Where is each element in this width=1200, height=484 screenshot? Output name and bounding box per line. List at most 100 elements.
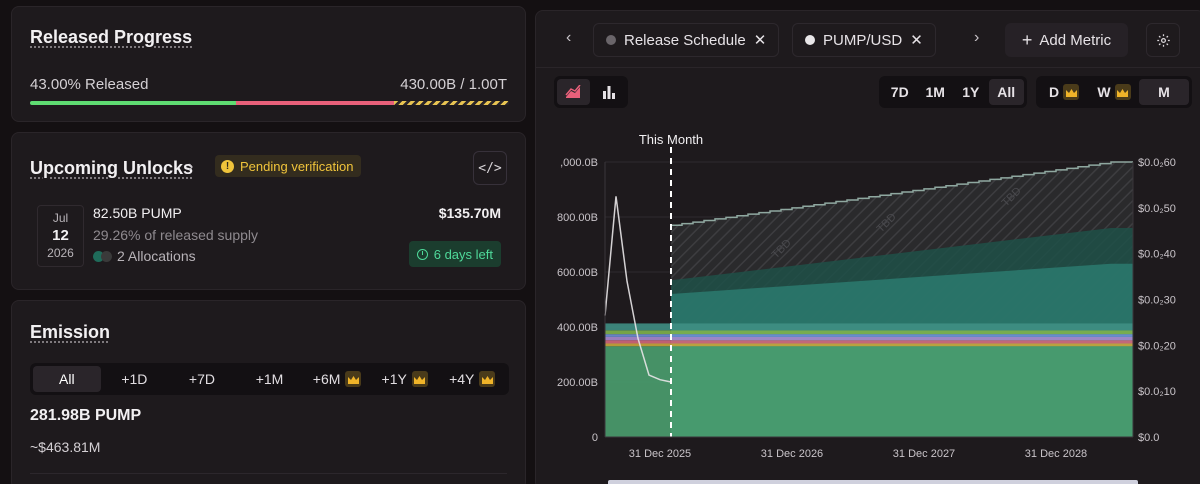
left-axis-tick: ,000.0B <box>560 157 598 169</box>
range-option[interactable]: 1Y <box>953 79 989 105</box>
tab-label: Release Schedule <box>624 31 746 49</box>
range-option[interactable]: All <box>988 79 1024 105</box>
series-dot-icon <box>606 35 616 45</box>
option-label: All <box>59 371 75 387</box>
crown-icon <box>345 371 362 387</box>
released-progress-title[interactable]: Released Progress <box>30 27 193 47</box>
tab-pump-usd[interactable]: PUMP/USD ✕ <box>792 23 936 57</box>
add-metric-label: Add Metric <box>1039 31 1112 49</box>
x-axis-tick: 31 Dec 2027 <box>893 448 955 460</box>
clock-icon <box>416 248 428 260</box>
right-axis-tick: $0.0₂40 <box>1138 249 1176 261</box>
close-icon[interactable]: ✕ <box>910 32 923 49</box>
released-amount: 430.00B / 1.00T <box>400 76 507 93</box>
warning-icon: ! <box>221 159 234 173</box>
emission-option[interactable]: +1M <box>236 366 304 392</box>
release-progress-bar <box>30 101 509 105</box>
emission-option[interactable]: +1Y <box>371 366 439 392</box>
option-label: +6M <box>312 371 341 387</box>
crown-icon <box>411 371 428 387</box>
pending-label: Pending verification <box>240 158 354 174</box>
time-range-selector: 7D 1M 1Y All <box>879 76 1027 108</box>
allocations-label: 2 Allocations <box>117 248 196 264</box>
option-label: D <box>1048 84 1060 100</box>
option-label: All <box>997 84 1016 100</box>
option-label: 1M <box>925 84 945 100</box>
right-axis-tick: $0.0 <box>1138 432 1159 444</box>
chart-panel: ‹ Release Schedule ✕ PUMP/USD ✕ › + Add … <box>535 10 1200 484</box>
emission-option[interactable]: +4Y <box>438 366 506 392</box>
add-metric-button[interactable]: + Add Metric <box>1005 23 1128 57</box>
bar-chart-button[interactable] <box>593 79 626 105</box>
allocation-layer <box>605 330 1133 335</box>
left-axis-tick: 800.00B <box>557 212 598 224</box>
chart-type-switch <box>554 76 628 108</box>
price-line <box>604 196 672 383</box>
close-icon[interactable]: ✕ <box>753 32 767 49</box>
option-label: +1Y <box>381 371 407 387</box>
upcoming-unlocks-title[interactable]: Upcoming Unlocks <box>30 158 194 178</box>
x-axis-tick: 31 Dec 2025 <box>629 448 691 460</box>
emission-amount: 281.98B PUMP <box>30 407 142 424</box>
allocation-layer <box>605 323 1133 331</box>
chevron-right-icon[interactable]: › <box>974 29 980 46</box>
days-left-badge: 6 days left <box>408 241 501 267</box>
chevron-right-icon[interactable]: › <box>188 158 194 175</box>
bar-chart-icon <box>602 86 615 99</box>
tab-release-schedule[interactable]: Release Schedule ✕ <box>593 23 780 57</box>
option-label: W <box>1097 84 1111 100</box>
option-label: 7D <box>890 84 909 100</box>
divider <box>30 473 507 474</box>
right-axis-tick: $0.0₂20 <box>1138 340 1176 352</box>
left-axis-tick: 400.00B <box>557 322 598 334</box>
granularity-option[interactable]: D <box>1039 79 1089 105</box>
days-left-label: 6 days left <box>433 246 493 262</box>
allocation-layer <box>605 336 1133 341</box>
left-axis-tick: 200.00B <box>557 377 598 389</box>
this-month-label: This Month <box>639 132 703 147</box>
progress-released-segment <box>30 101 236 105</box>
option-label: +1D <box>121 371 148 387</box>
chevron-left-icon[interactable]: ‹ <box>566 29 572 46</box>
range-option[interactable]: 1M <box>918 79 954 105</box>
emission-option[interactable]: +6M <box>303 366 371 392</box>
progress-unlocked-segment <box>235 101 395 105</box>
plus-icon: + <box>1021 29 1033 50</box>
area-chart-icon <box>565 85 581 98</box>
metric-tab-bar: ‹ Release Schedule ✕ PUMP/USD ✕ › + Add … <box>536 11 1200 68</box>
range-option[interactable]: 7D <box>882 79 918 105</box>
emission-card: Emission All +1D +7D +1M +6M +1Y +4Y 281.98B P… <box>11 300 526 484</box>
embed-code-button[interactable]: </> <box>473 151 507 185</box>
crown-icon <box>1114 84 1131 100</box>
unlock-day: 12 <box>52 227 69 244</box>
crown-icon <box>479 371 496 387</box>
unlock-year: 2026 <box>47 246 74 260</box>
emission-title[interactable]: Emission <box>30 322 111 342</box>
unlock-usd-value: $135.70M <box>438 205 501 221</box>
gear-icon <box>1156 33 1170 47</box>
unlock-date: Jul 12 2026 <box>37 205 84 267</box>
released-progress-card: Released Progress 43.00% Released 430.00… <box>11 6 526 122</box>
emission-option[interactable]: All <box>33 366 101 392</box>
settings-button[interactable] <box>1146 23 1180 57</box>
emission-option[interactable]: +7D <box>168 366 236 392</box>
x-axis-tick: 31 Dec 2026 <box>761 448 823 460</box>
released-percent: 43.00% Released <box>30 76 149 93</box>
option-label: +1M <box>255 371 284 387</box>
granularity-option[interactable]: W <box>1089 79 1139 105</box>
left-axis-tick: 0 <box>592 432 598 444</box>
unlock-month: Jul <box>52 211 69 225</box>
emission-option[interactable]: +1D <box>101 366 169 392</box>
allocation-layer <box>605 343 1133 347</box>
tab-label: PUMP/USD <box>823 31 903 49</box>
granularity-option[interactable]: M <box>1139 79 1189 105</box>
option-label: M <box>1158 84 1170 100</box>
pending-verification-badge: ! Pending verification <box>215 155 362 177</box>
unlock-amount: 82.50B PUMP <box>93 205 182 221</box>
unlock-allocations[interactable]: 2 Allocations <box>93 248 196 264</box>
area-chart-button[interactable] <box>557 79 590 105</box>
option-label: +7D <box>188 371 215 387</box>
chart-range-scrollbar[interactable] <box>608 480 1138 484</box>
